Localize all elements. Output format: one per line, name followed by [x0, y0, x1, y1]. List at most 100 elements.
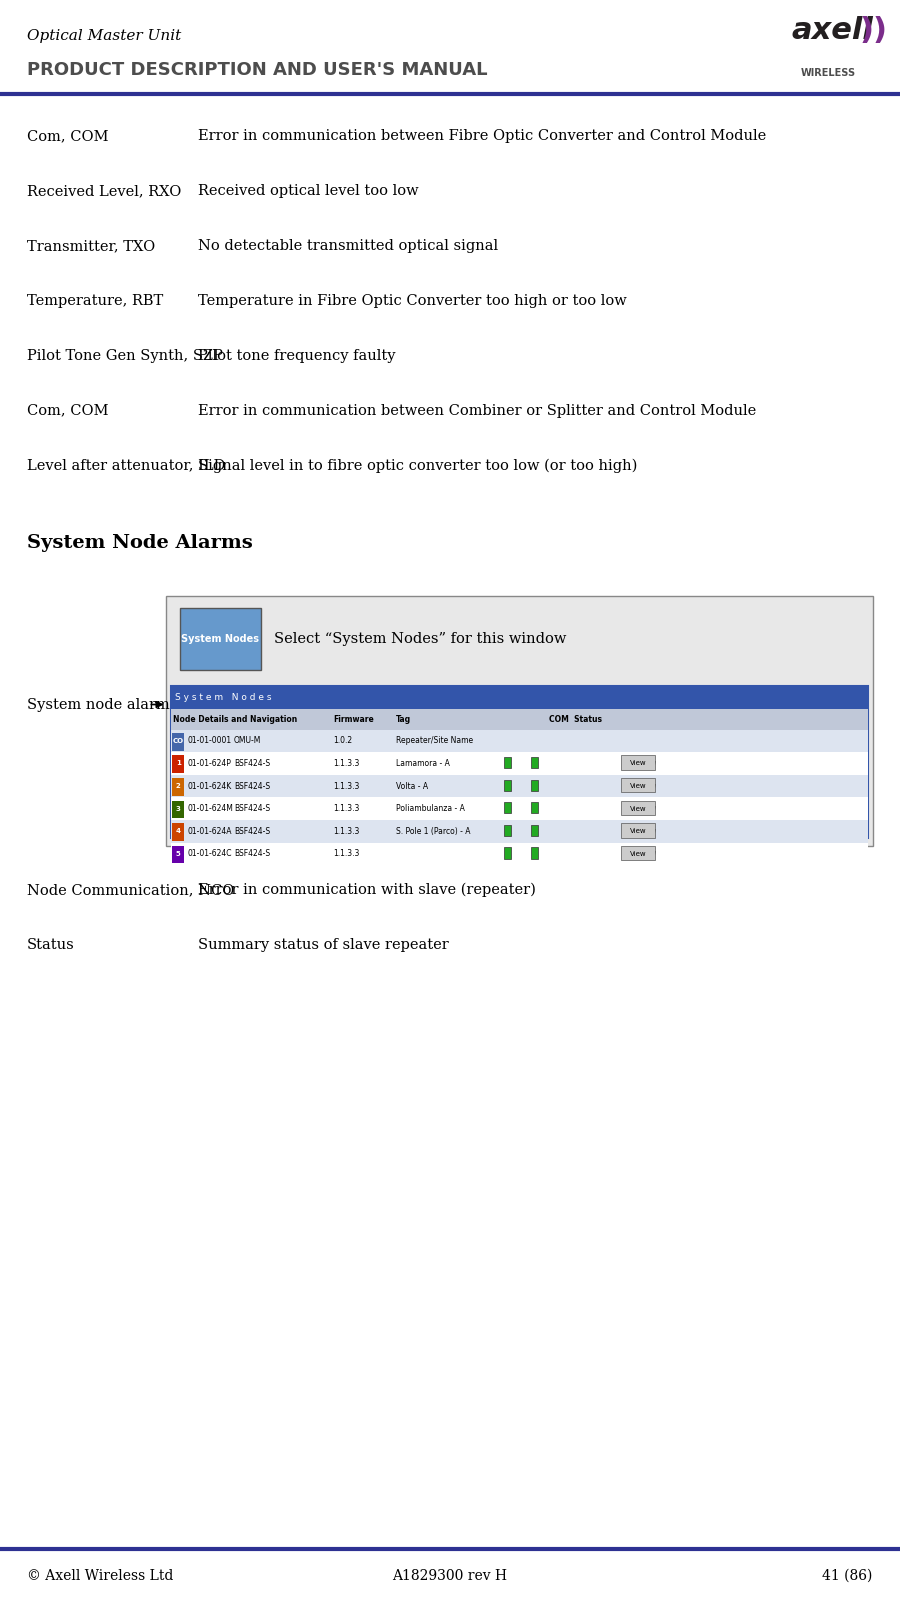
Text: S. Pole 1 (Parco) - A: S. Pole 1 (Parco) - A — [396, 826, 470, 836]
Text: Repeater/Site Name: Repeater/Site Name — [396, 736, 473, 746]
Text: 4: 4 — [176, 828, 180, 834]
FancyBboxPatch shape — [171, 709, 868, 730]
Text: Level after attenuator, ILD: Level after attenuator, ILD — [27, 458, 225, 473]
Text: 1.1.3.3: 1.1.3.3 — [333, 849, 360, 859]
Text: Temperature in Fibre Optic Converter too high or too low: Temperature in Fibre Optic Converter too… — [198, 294, 627, 308]
Text: Transmitter, TXO: Transmitter, TXO — [27, 239, 156, 253]
Text: View: View — [630, 851, 646, 857]
Text: Summary status of slave repeater: Summary status of slave repeater — [198, 938, 448, 952]
Text: BSF424-S: BSF424-S — [234, 781, 270, 791]
Text: View: View — [630, 783, 646, 789]
FancyBboxPatch shape — [531, 825, 538, 836]
Text: 01-01-624C: 01-01-624C — [188, 849, 231, 859]
FancyBboxPatch shape — [531, 847, 538, 859]
Text: axell: axell — [791, 16, 874, 45]
Text: View: View — [639, 849, 657, 859]
Text: A1829300 rev H: A1829300 rev H — [393, 1569, 508, 1583]
FancyBboxPatch shape — [171, 686, 868, 709]
Text: Poliambulanza - A: Poliambulanza - A — [396, 804, 465, 813]
Text: BSF424-S: BSF424-S — [234, 759, 270, 768]
Text: System Node Alarms: System Node Alarms — [27, 534, 253, 552]
Text: 01-01-624K: 01-01-624K — [188, 781, 231, 791]
FancyBboxPatch shape — [171, 686, 868, 838]
Text: Error in communication with slave (repeater): Error in communication with slave (repea… — [198, 883, 536, 897]
Text: Com, COM: Com, COM — [27, 129, 109, 144]
FancyBboxPatch shape — [180, 608, 261, 670]
Text: 1.1.3.3: 1.1.3.3 — [333, 759, 360, 768]
Text: 1.1.3.3: 1.1.3.3 — [333, 826, 360, 836]
Text: COM  Status: COM Status — [549, 715, 602, 723]
Text: Received Level, RXO: Received Level, RXO — [27, 184, 181, 199]
Text: Optical Master Unit: Optical Master Unit — [27, 29, 181, 44]
Text: 5: 5 — [176, 851, 180, 857]
Text: 41 (86): 41 (86) — [823, 1569, 873, 1583]
Text: 1.1.3.3: 1.1.3.3 — [333, 804, 360, 813]
FancyBboxPatch shape — [621, 778, 655, 792]
FancyBboxPatch shape — [172, 733, 185, 751]
Text: Tag: Tag — [396, 715, 411, 723]
FancyBboxPatch shape — [504, 802, 511, 813]
FancyBboxPatch shape — [172, 778, 185, 796]
Text: © Axell Wireless Ltd: © Axell Wireless Ltd — [27, 1569, 173, 1583]
Text: Lamamora - A: Lamamora - A — [396, 759, 450, 768]
FancyBboxPatch shape — [172, 801, 185, 818]
Text: 1.1.3.3: 1.1.3.3 — [333, 781, 360, 791]
FancyBboxPatch shape — [171, 820, 868, 843]
Text: System node alarms: System node alarms — [27, 697, 178, 712]
Text: 01-01-624A: 01-01-624A — [188, 826, 231, 836]
Text: OMU-M: OMU-M — [234, 736, 262, 746]
Text: Com, COM: Com, COM — [27, 404, 109, 418]
Text: PRODUCT DESCRIPTION AND USER'S MANUAL: PRODUCT DESCRIPTION AND USER'S MANUAL — [27, 61, 488, 79]
Text: No detectable transmitted optical signal: No detectable transmitted optical signal — [198, 239, 498, 253]
Text: Volta - A: Volta - A — [396, 781, 428, 791]
FancyBboxPatch shape — [621, 755, 655, 770]
Text: 1: 1 — [176, 760, 180, 767]
Text: Error in communication between Combiner or Splitter and Control Module: Error in communication between Combiner … — [198, 404, 756, 418]
FancyBboxPatch shape — [171, 775, 868, 797]
Text: View: View — [639, 781, 657, 791]
Text: Pilot Tone Gen Synth, SZP: Pilot Tone Gen Synth, SZP — [27, 349, 223, 363]
Text: CO: CO — [173, 738, 184, 744]
FancyBboxPatch shape — [531, 802, 538, 813]
FancyBboxPatch shape — [172, 846, 185, 863]
Text: BSF424-S: BSF424-S — [234, 849, 270, 859]
Text: 01-01-624M: 01-01-624M — [188, 804, 233, 813]
Text: Node Details and Navigation: Node Details and Navigation — [173, 715, 297, 723]
Text: S y s t e m   N o d e s: S y s t e m N o d e s — [176, 692, 272, 702]
Text: 01-01-624P: 01-01-624P — [188, 759, 231, 768]
Text: View: View — [630, 760, 646, 767]
FancyBboxPatch shape — [531, 780, 538, 791]
Text: BSF424-S: BSF424-S — [234, 826, 270, 836]
FancyBboxPatch shape — [171, 752, 868, 775]
Text: Status: Status — [27, 938, 75, 952]
FancyBboxPatch shape — [171, 843, 868, 865]
FancyBboxPatch shape — [172, 823, 185, 841]
Text: View: View — [639, 804, 657, 813]
FancyBboxPatch shape — [621, 823, 655, 838]
FancyBboxPatch shape — [504, 780, 511, 791]
FancyBboxPatch shape — [167, 596, 873, 846]
Text: Error in communication between Fibre Optic Converter and Control Module: Error in communication between Fibre Opt… — [198, 129, 766, 144]
Text: Received optical level too low: Received optical level too low — [198, 184, 418, 199]
Text: 01-01-0001: 01-01-0001 — [188, 736, 231, 746]
FancyBboxPatch shape — [504, 757, 511, 768]
Text: Temperature, RBT: Temperature, RBT — [27, 294, 163, 308]
Text: System Nodes: System Nodes — [181, 634, 260, 644]
Text: )): )) — [859, 16, 888, 45]
FancyBboxPatch shape — [172, 755, 185, 773]
Text: View: View — [639, 759, 657, 768]
FancyBboxPatch shape — [171, 730, 868, 752]
Text: Signal level in to fibre optic converter too low (or too high): Signal level in to fibre optic converter… — [198, 458, 638, 473]
Text: 2: 2 — [176, 783, 180, 789]
FancyBboxPatch shape — [171, 797, 868, 820]
Text: Select “System Nodes” for this window: Select “System Nodes” for this window — [274, 633, 566, 646]
Text: Node Communication, NCO: Node Communication, NCO — [27, 883, 234, 897]
FancyBboxPatch shape — [621, 846, 655, 860]
Text: Firmware: Firmware — [333, 715, 373, 723]
FancyBboxPatch shape — [531, 757, 538, 768]
Text: WIRELESS: WIRELESS — [801, 68, 856, 77]
Text: View: View — [639, 826, 657, 836]
FancyBboxPatch shape — [504, 825, 511, 836]
FancyBboxPatch shape — [504, 847, 511, 859]
Text: BSF424-S: BSF424-S — [234, 804, 270, 813]
